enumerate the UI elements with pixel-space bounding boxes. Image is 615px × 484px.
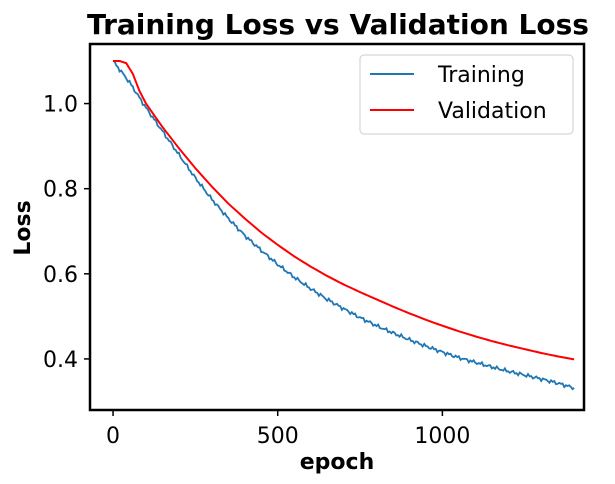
legend-label-training: Training <box>437 63 525 88</box>
x-axis-label: epoch <box>300 450 375 475</box>
x-tick-label: 500 <box>257 424 299 449</box>
y-tick-label: 0.8 <box>43 178 78 203</box>
x-tick-label: 1000 <box>414 424 470 449</box>
y-tick-label: 1.0 <box>43 93 78 118</box>
legend: Training Validation <box>359 54 574 135</box>
x-tick-label: 0 <box>106 424 120 449</box>
plot-area <box>112 60 575 391</box>
x-axis-ticks: 0 500 1000 <box>106 410 470 449</box>
y-tick-label: 0.6 <box>43 263 78 288</box>
legend-label-validation: Validation <box>438 99 547 124</box>
chart-title: Training Loss vs Validation Loss <box>87 8 589 41</box>
series-line-validation <box>113 60 575 361</box>
y-tick-label: 0.4 <box>43 348 78 373</box>
y-axis-ticks: 0.4 0.6 0.8 1.0 <box>43 93 90 373</box>
series-line-training <box>112 60 575 391</box>
axes-frame <box>88 42 586 412</box>
y-axis-label: Loss <box>11 200 36 255</box>
